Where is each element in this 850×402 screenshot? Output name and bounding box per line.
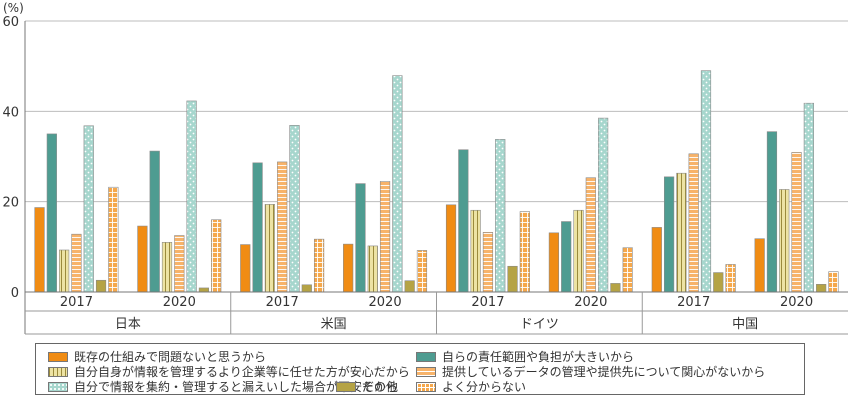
legend-label: 自分自身が情報を管理するより企業等に任せた方が安心だから: [74, 365, 410, 379]
bar: [610, 283, 621, 293]
bar: [416, 250, 428, 293]
y-tick-label: 60: [2, 15, 19, 30]
bar: [700, 70, 712, 293]
year-label: 2017: [266, 295, 299, 310]
bar: [548, 232, 560, 293]
legend-label: よく分からない: [442, 380, 527, 394]
bar: [289, 125, 300, 293]
year-label: 2017: [677, 295, 710, 310]
bar: [301, 284, 312, 293]
bar: [211, 219, 222, 293]
bar: [445, 204, 457, 293]
legend: 既存の仕組みで問題ないと思うから 自らの責任範囲や負担が大きいから自分自身が情報を…: [35, 343, 805, 395]
legend-item: 自分で情報を集約・管理すると漏えいした場合が不安だから: [48, 378, 398, 395]
bar: [803, 102, 814, 293]
bar: [252, 162, 263, 293]
legend-item: 既存の仕組みで問題ないと思うから: [48, 348, 266, 365]
bar: [34, 207, 45, 293]
country-label: 中国: [732, 317, 758, 332]
legend-label: 自らの責任範囲や負担が大きいから: [442, 350, 635, 364]
bar: [343, 243, 354, 293]
bar: [458, 149, 469, 293]
bar: [379, 181, 391, 293]
unit-label: (%): [3, 1, 24, 15]
bar: [816, 284, 827, 293]
bar: [198, 287, 210, 293]
bar: [108, 186, 119, 293]
bar: [313, 238, 325, 293]
y-tick-label: 20: [2, 196, 19, 211]
bar: [585, 177, 596, 293]
bar: [779, 189, 790, 293]
country-label: 米国: [321, 317, 347, 332]
bar: [754, 238, 765, 293]
bar: [598, 117, 609, 293]
bar: [561, 221, 572, 293]
bar: [828, 271, 839, 293]
bar: [573, 209, 584, 293]
legend-item: 自分自身が情報を管理するより企業等に任せた方が安心だから: [48, 363, 410, 380]
legend-label: 自分で情報を集約・管理すると漏えいした場合が不安だから: [74, 380, 399, 394]
bar: [507, 265, 518, 293]
bar: [83, 125, 94, 293]
bar: [622, 247, 633, 293]
legend-swatch: [48, 366, 68, 377]
bar: [663, 176, 675, 293]
country-label: ドイツ: [520, 317, 559, 332]
bar: [71, 233, 82, 293]
bar: [174, 235, 185, 293]
legend-item: よく分からない: [416, 378, 526, 395]
bar: [367, 245, 378, 293]
year-label: 2020: [163, 295, 196, 310]
bar: [355, 183, 366, 293]
legend-item: 自らの責任範囲や負担が大きいから: [416, 348, 634, 365]
legend-label: 既存の仕組みで問題ないと思うから: [74, 350, 267, 364]
bar: [240, 244, 251, 293]
bar: [46, 133, 57, 293]
legend-swatch: [48, 351, 68, 362]
bar: [651, 227, 662, 293]
y-tick-label: 0: [11, 286, 19, 301]
bar: [404, 280, 415, 293]
year-label: 2020: [369, 295, 402, 310]
year-label: 2020: [574, 295, 607, 310]
bar: [495, 139, 506, 293]
bar: [676, 172, 687, 293]
legend-swatch: [416, 366, 436, 377]
legend-label: その他: [362, 380, 399, 394]
bar: [161, 242, 173, 293]
bar: [766, 131, 778, 293]
bar: [392, 75, 403, 293]
bar: [688, 153, 699, 293]
year-label: 2020: [780, 295, 813, 310]
bar: [59, 249, 70, 293]
bar: [725, 264, 736, 293]
bar: [264, 204, 275, 293]
legend-label: 提供しているデータの管理や提供先について関心がないから: [442, 365, 766, 379]
legend-swatch: [48, 381, 68, 392]
bar: [277, 161, 288, 293]
bar: [713, 272, 724, 293]
bar: [186, 100, 197, 293]
legend-swatch: [336, 381, 356, 392]
bar: [519, 211, 530, 293]
legend-swatch: [416, 381, 436, 392]
bar: [791, 152, 802, 293]
y-tick-label: 40: [2, 105, 19, 120]
legend-item: 提供しているデータの管理や提供先について関心がないから: [416, 363, 765, 380]
legend-swatch: [416, 351, 436, 362]
bar: [137, 225, 148, 293]
legend-item: その他: [336, 378, 398, 395]
bar: [470, 209, 481, 293]
bar: [95, 279, 107, 293]
bar: [149, 150, 160, 293]
year-label: 2017: [60, 295, 93, 310]
country-label: 日本: [115, 317, 141, 332]
year-label: 2017: [471, 295, 504, 310]
bar: [482, 232, 494, 293]
